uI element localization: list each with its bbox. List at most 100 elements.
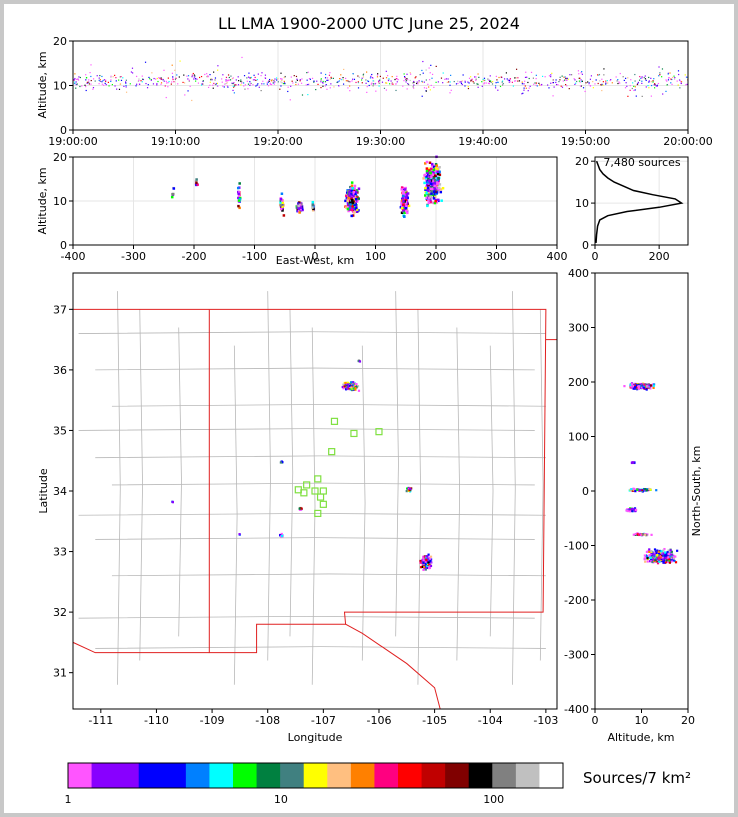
colorbar-swatch (233, 763, 258, 788)
source-point (521, 83, 523, 85)
source-point (92, 87, 95, 89)
source-point (664, 561, 667, 564)
source-point (350, 386, 353, 389)
source-point (311, 203, 315, 207)
source-point (116, 88, 118, 90)
source-point (505, 72, 507, 74)
y-axis-label: Altitude, km (36, 167, 49, 234)
source-point (403, 80, 405, 82)
source-point (428, 566, 432, 570)
source-point (425, 175, 428, 178)
source-point (653, 559, 656, 562)
source-point (280, 192, 284, 195)
source-point (307, 83, 309, 86)
x-tick-label: 19:20:00 (253, 135, 302, 148)
source-point (663, 547, 666, 551)
source-point (351, 198, 354, 202)
source-point (565, 79, 567, 81)
source-point (627, 95, 629, 97)
source-point (487, 78, 489, 80)
source-point (470, 76, 472, 78)
source-point (672, 555, 676, 558)
source-point (217, 85, 219, 87)
source-point (476, 83, 478, 85)
source-point (322, 81, 324, 84)
source-point (307, 71, 309, 73)
source-point (403, 193, 407, 197)
source-point (535, 84, 537, 86)
source-point (670, 82, 672, 84)
source-point (354, 203, 358, 207)
source-point (664, 556, 667, 560)
source-point (535, 77, 537, 80)
source-point (342, 79, 344, 81)
source-point (240, 79, 242, 81)
source-point (406, 192, 410, 195)
rio-grande-border (345, 623, 441, 710)
county-border (78, 513, 546, 516)
source-point (227, 79, 229, 81)
source-point (348, 206, 352, 210)
source-point (295, 206, 299, 209)
axes-frame (594, 272, 689, 710)
source-point (402, 190, 405, 193)
source-point (637, 385, 641, 388)
source-point (521, 81, 523, 83)
source-point (378, 81, 380, 83)
source-point (214, 84, 217, 86)
source-point (650, 84, 653, 87)
source-point (658, 557, 662, 560)
source-point (667, 79, 670, 81)
source-point (101, 83, 103, 85)
source-point (421, 559, 424, 562)
source-point (632, 82, 634, 84)
source-point (600, 84, 602, 86)
source-point (195, 181, 198, 184)
source-point (276, 79, 278, 81)
source-point (436, 172, 440, 176)
station-marker (328, 448, 336, 456)
source-point (232, 82, 235, 84)
source-point (590, 75, 592, 77)
source-point (579, 85, 582, 87)
source-point (634, 490, 637, 493)
source-point (632, 461, 635, 464)
source-point (237, 204, 240, 208)
source-point (648, 550, 651, 554)
source-point (295, 83, 297, 86)
source-point (407, 83, 409, 85)
source-point (541, 83, 543, 86)
source-point (350, 214, 353, 218)
source-point (378, 85, 380, 87)
source-point (280, 532, 283, 536)
source-point (472, 81, 474, 83)
source-point (183, 74, 185, 76)
source-point (631, 383, 634, 386)
source-point (664, 551, 667, 554)
source-point (209, 74, 211, 76)
source-point (281, 78, 283, 80)
source-point (511, 81, 513, 83)
source-point (670, 560, 674, 563)
source-point (567, 78, 569, 80)
source-point (686, 83, 688, 85)
source-point (237, 196, 240, 200)
source-point (311, 208, 315, 212)
source-point (344, 384, 347, 387)
source-point (395, 83, 397, 85)
source-point (350, 187, 353, 190)
source-point (188, 80, 190, 82)
source-point (332, 77, 334, 79)
source-point (353, 78, 356, 80)
source-point (566, 85, 568, 87)
source-point (327, 79, 329, 81)
source-point (648, 548, 651, 551)
source-point (485, 82, 487, 84)
source-point (194, 75, 196, 77)
source-point (440, 77, 443, 79)
source-point (279, 461, 282, 464)
source-point (433, 86, 435, 88)
y-axis-label: Altitude, km (36, 51, 49, 118)
source-point (290, 76, 292, 78)
source-point (88, 83, 90, 85)
